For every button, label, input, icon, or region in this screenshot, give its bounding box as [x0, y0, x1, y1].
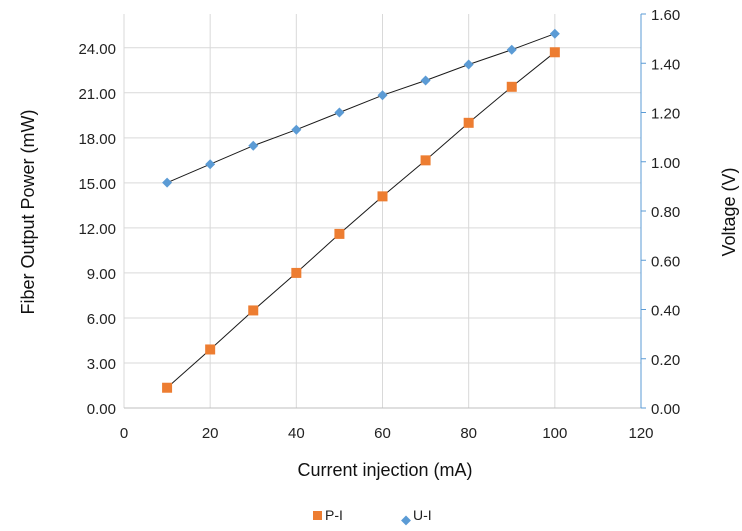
legend-label-u-i: U-I — [413, 507, 432, 523]
y-tick-label: 6.00 — [87, 311, 116, 328]
data-point-p-i — [291, 267, 302, 278]
y2-tick-label: 0.40 — [651, 303, 680, 320]
data-point-p-i — [463, 117, 474, 128]
y2-tick-labels: 0.00 0.20 0.40 0.60 0.80 1.00 1.20 1.40 1.60 — [651, 7, 680, 418]
y2-tick-label: 0.00 — [651, 401, 680, 418]
x-tick-label: 40 — [288, 425, 305, 442]
data-point-p-i — [162, 382, 173, 393]
data-point-u-i — [162, 177, 173, 188]
y-tick-label: 9.00 — [87, 266, 116, 283]
y2-tick-label: 1.20 — [651, 106, 680, 123]
series-line-u-i — [166, 33, 555, 184]
data-point-p-i — [420, 155, 431, 166]
grid — [124, 14, 641, 408]
data-point-u-i — [248, 140, 259, 151]
y2-axis-title: Voltage (V) — [719, 167, 739, 256]
y2-tick-label: 1.40 — [651, 56, 680, 73]
x-tick-label: 100 — [542, 425, 567, 442]
y-axis-title: Fiber Output Power (mW) — [18, 109, 38, 314]
y2-tick-label: 1.60 — [651, 7, 680, 24]
x-tick-label: 60 — [374, 425, 391, 442]
legend-label-p-i: P-I — [325, 507, 343, 523]
data-point-p-i — [248, 305, 259, 316]
x-tick-label: 20 — [202, 425, 219, 442]
x-tick-label: 120 — [628, 425, 653, 442]
x-axis-title: Current injection (mA) — [297, 460, 472, 480]
y-tick-label: 24.00 — [78, 41, 116, 58]
y2-tick-label: 1.00 — [651, 155, 680, 172]
y-tick-label: 15.00 — [78, 176, 116, 193]
data-point-u-i — [291, 124, 302, 135]
x-tick-labels: 0 20 40 60 80 100 120 — [120, 425, 654, 442]
x-tick-label: 0 — [120, 425, 128, 442]
y-tick-label: 0.00 — [87, 401, 116, 418]
data-point-p-i — [334, 228, 345, 239]
data-point-u-i — [205, 159, 216, 170]
axes — [123, 13, 646, 409]
y2-tick-label: 0.80 — [651, 204, 680, 221]
data-point-p-i — [205, 344, 216, 355]
series-layer — [162, 28, 560, 393]
data-point-u-i — [506, 44, 517, 55]
y-tick-labels: 0.00 3.00 6.00 9.00 12.00 15.00 18.00 21.00 24.0… — [78, 41, 116, 418]
data-point-u-i — [377, 90, 388, 101]
legend: P-I U-I — [313, 507, 432, 526]
x-tick-label: 80 — [460, 425, 477, 442]
y-tick-label: 21.00 — [78, 86, 116, 103]
data-point-u-i — [334, 107, 345, 118]
y-tick-label: 3.00 — [87, 356, 116, 373]
data-point-p-i — [549, 47, 560, 58]
y2-tick-label: 0.20 — [651, 352, 680, 369]
data-point-p-i — [377, 191, 388, 202]
series-line-p-i — [166, 51, 556, 389]
data-point-u-i — [420, 75, 431, 86]
legend-marker-p-i — [313, 511, 322, 520]
data-point-u-i — [463, 59, 474, 70]
y-tick-label: 12.00 — [78, 221, 116, 238]
y2-tick-label: 0.60 — [651, 253, 680, 270]
legend-marker-u-i — [401, 515, 411, 526]
y-tick-label: 18.00 — [78, 131, 116, 148]
data-point-u-i — [549, 28, 560, 39]
data-point-p-i — [506, 81, 517, 92]
